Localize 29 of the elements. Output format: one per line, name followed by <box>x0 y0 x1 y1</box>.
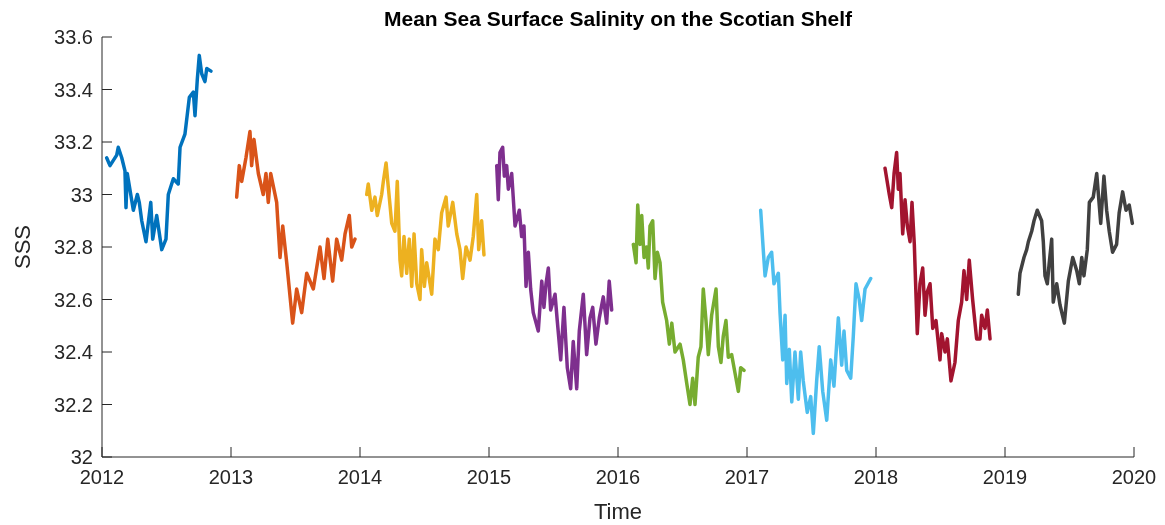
x-tick-label: 2014 <box>337 466 383 488</box>
line-series <box>883 150 992 383</box>
y-tick-label: 33.2 <box>54 131 93 153</box>
chart-title: Mean Sea Surface Salinity on the Scotian Shelf <box>384 7 853 30</box>
x-axis-title: Time <box>593 499 643 524</box>
x-tick-label: 2018 <box>853 466 899 488</box>
x-tick-label: 2015 <box>466 466 512 488</box>
line-series <box>104 53 213 252</box>
y-tick-label: 32.6 <box>54 288 93 311</box>
y-tick-label: 32.2 <box>54 393 93 416</box>
x-tick-label: 2020 <box>1111 466 1157 488</box>
x-tick-label: 2019 <box>982 466 1028 488</box>
line-series <box>1016 171 1135 325</box>
line-series <box>234 129 357 325</box>
y-tick-label: 32.4 <box>54 341 93 363</box>
x-tick-label: 2017 <box>724 466 770 488</box>
line-series <box>494 145 614 391</box>
y-tick-label: 32.8 <box>54 236 93 258</box>
x-tick-label: 2013 <box>208 466 254 488</box>
y-tick-label: 33.6 <box>54 26 93 48</box>
line-series <box>364 161 486 302</box>
y-tick-label: 32 <box>70 446 93 468</box>
x-tick-label: 2012 <box>79 466 125 488</box>
line-series <box>758 208 873 436</box>
line-series <box>631 203 746 407</box>
y-axis-title: SSS <box>10 224 35 270</box>
y-tick-label: 33.4 <box>54 78 93 101</box>
x-tick-label: 2016 <box>595 466 641 488</box>
y-tick-label: 33 <box>70 183 93 206</box>
